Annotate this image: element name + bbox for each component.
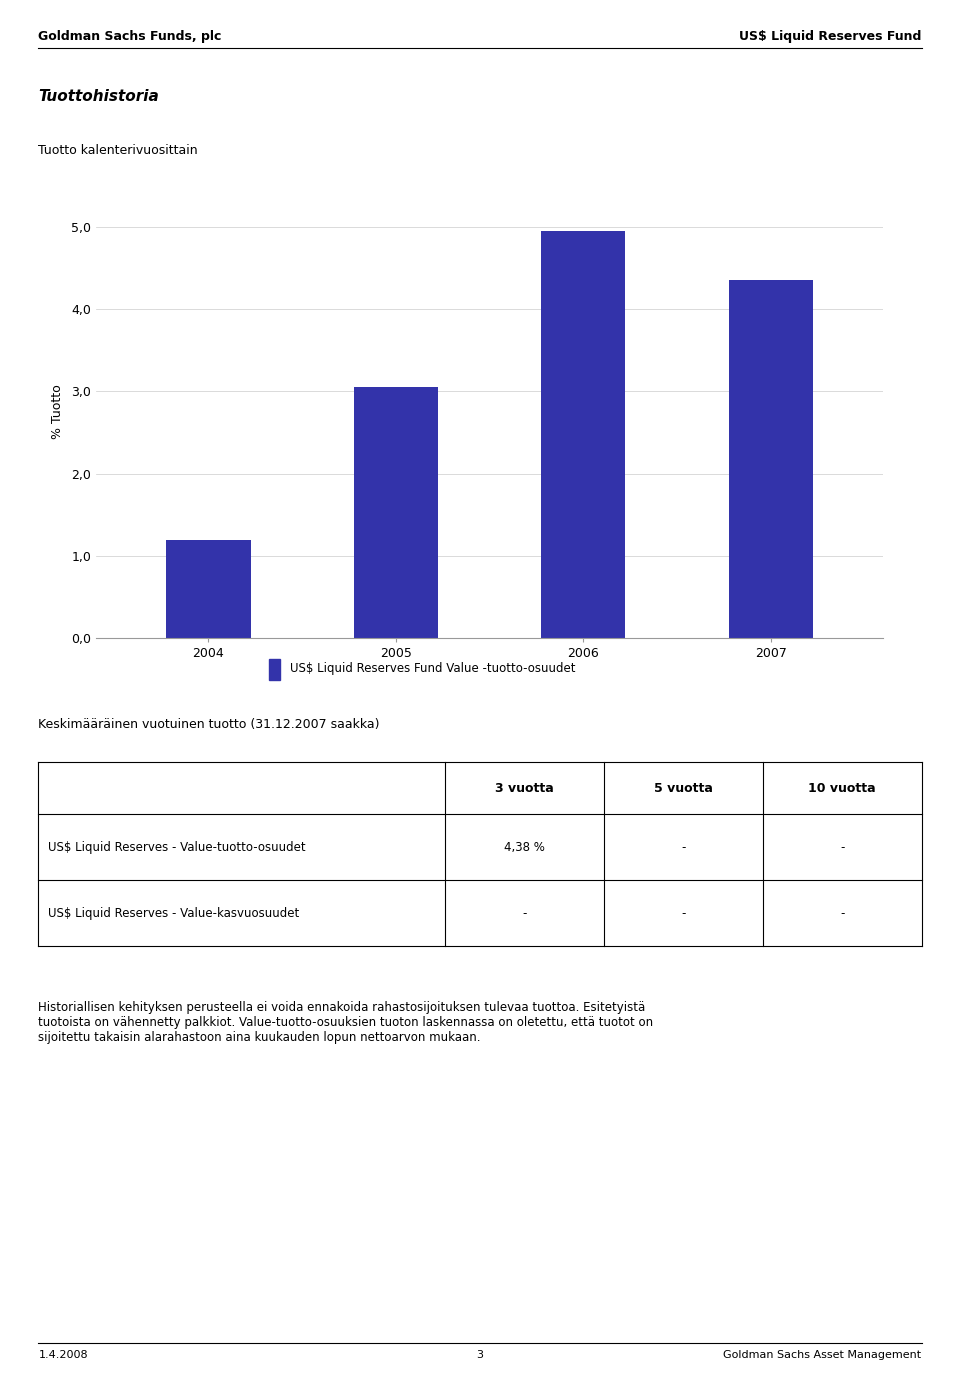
Text: 1.4.2008: 1.4.2008	[38, 1350, 88, 1359]
Text: US$ Liquid Reserves Fund Value -tuotto-osuudet: US$ Liquid Reserves Fund Value -tuotto-o…	[290, 662, 575, 676]
Text: -: -	[681, 840, 685, 854]
Text: 5 vuotta: 5 vuotta	[654, 781, 712, 795]
Text: Goldman Sachs Funds, plc: Goldman Sachs Funds, plc	[38, 30, 222, 43]
Text: -: -	[522, 906, 526, 920]
Text: US$ Liquid Reserves - Value-tuotto-osuudet: US$ Liquid Reserves - Value-tuotto-osuud…	[48, 840, 305, 854]
Text: -: -	[681, 906, 685, 920]
Text: -: -	[840, 906, 844, 920]
Text: 3 vuotta: 3 vuotta	[494, 781, 554, 795]
Bar	[166, 540, 251, 638]
Bar	[729, 280, 813, 638]
Bar	[541, 231, 626, 638]
Text: Historiallisen kehityksen perusteella ei voida ennakoida rahastosijoituksen tule: Historiallisen kehityksen perusteella ei…	[38, 1001, 654, 1043]
Text: Goldman Sachs Asset Management: Goldman Sachs Asset Management	[724, 1350, 922, 1359]
Text: -: -	[840, 840, 844, 854]
Y-axis label: % Tuotto: % Tuotto	[51, 384, 64, 439]
Text: 10 vuotta: 10 vuotta	[808, 781, 876, 795]
Text: Keskimääräinen vuotuinen tuotto (31.12.2007 saakka): Keskimääräinen vuotuinen tuotto (31.12.2…	[38, 718, 380, 730]
Bar	[353, 387, 438, 638]
Text: 4,38 %: 4,38 %	[504, 840, 544, 854]
Text: US$ Liquid Reserves - Value-kasvuosuudet: US$ Liquid Reserves - Value-kasvuosuudet	[48, 906, 300, 920]
Text: 3: 3	[476, 1350, 484, 1359]
Text: US$ Liquid Reserves Fund: US$ Liquid Reserves Fund	[739, 30, 922, 43]
Text: Tuotto kalenterivuosittain: Tuotto kalenterivuosittain	[38, 144, 198, 157]
Text: Tuottohistoria: Tuottohistoria	[38, 89, 159, 104]
